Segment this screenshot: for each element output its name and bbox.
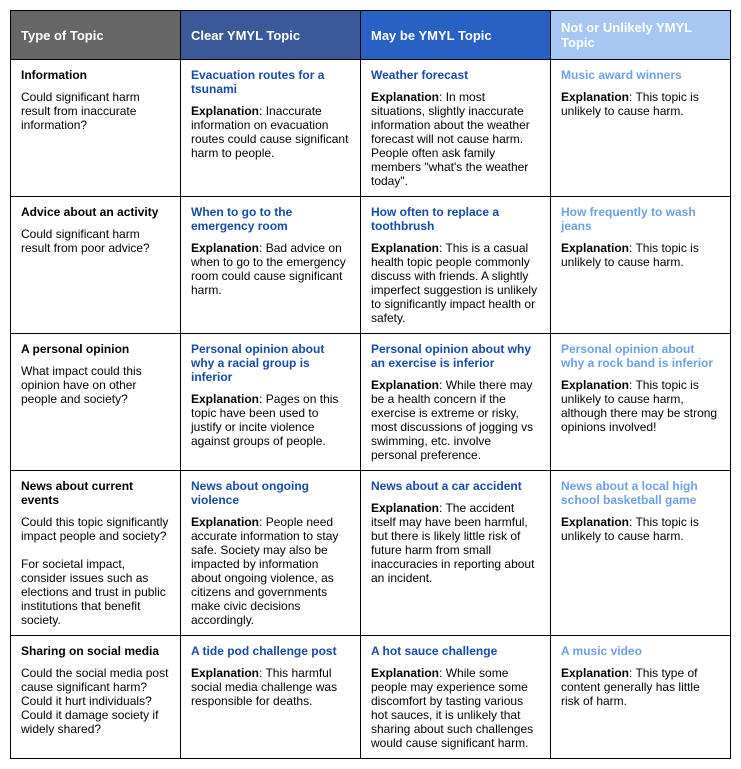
explanation-label: Explanation (561, 378, 629, 392)
type-desc: Could significant harm result from poor … (21, 227, 170, 255)
type-title: Sharing on social media (21, 644, 170, 658)
clear-cell: Evacuation routes for a tsunami Explanati… (181, 60, 361, 197)
explanation-label: Explanation (561, 90, 629, 104)
not-explanation: Explanation: This topic is unlikely to c… (561, 378, 717, 434)
explanation-label: Explanation (561, 666, 629, 680)
explanation-label: Explanation (371, 241, 439, 255)
type-desc: Could the social media post cause signif… (21, 666, 170, 736)
explanation-label: Explanation (191, 666, 259, 680)
type-cell: News about current events Could this topi… (11, 471, 181, 636)
ymyl-table: Type of Topic Clear YMYL Topic May be YM… (10, 10, 731, 759)
type-cell: Information Could significant harm result… (11, 60, 181, 197)
clear-title: A tide pod challenge post (191, 644, 350, 658)
explanation-label: Explanation (561, 515, 629, 529)
type-desc: Could this topic significantly impact pe… (21, 515, 170, 627)
clear-cell: Personal opinion about why a racial grou… (181, 334, 361, 471)
clear-explanation: Explanation: Bad advice on when to go to… (191, 241, 346, 297)
table-row: Sharing on social media Could the social … (11, 636, 731, 759)
not-title: Personal opinion about why a rock band i… (561, 342, 720, 370)
maybe-cell: A hot sauce challenge Explanation: While … (361, 636, 551, 759)
type-desc: What impact could this opinion have on o… (21, 364, 170, 406)
explanation-label: Explanation (371, 378, 439, 392)
maybe-explanation: Explanation: While some people may exper… (371, 666, 533, 750)
clear-title: News about ongoing violence (191, 479, 350, 507)
not-title: News about a local high school basketbal… (561, 479, 720, 507)
maybe-title: Personal opinion about why an exercise i… (371, 342, 540, 370)
not-cell: A music video Explanation: This type of c… (551, 636, 731, 759)
clear-title: Evacuation routes for a tsunami (191, 68, 350, 96)
explanation-text: In most situations, slightly inaccurate … (371, 90, 530, 188)
not-explanation: Explanation: This topic is unlikely to c… (561, 90, 699, 118)
explanation-label: Explanation (371, 666, 439, 680)
maybe-title: Weather forecast (371, 68, 540, 82)
maybe-title: News about a car accident (371, 479, 540, 493)
type-desc: Could significant harm result from inacc… (21, 90, 170, 132)
clear-explanation: Explanation: This harmful social media c… (191, 666, 337, 708)
header-clear: Clear YMYL Topic (181, 11, 361, 60)
explanation-label: Explanation (371, 501, 439, 515)
table-row: Advice about an activity Could significan… (11, 197, 731, 334)
table-row: News about current events Could this topi… (11, 471, 731, 636)
clear-title: Personal opinion about why a racial grou… (191, 342, 350, 384)
not-explanation: Explanation: This topic is unlikely to c… (561, 515, 699, 543)
header-not: Not or Unlikely YMYL Topic (551, 11, 731, 60)
not-cell: News about a local high school basketbal… (551, 471, 731, 636)
maybe-cell: Personal opinion about why an exercise i… (361, 334, 551, 471)
not-explanation: Explanation: This topic is unlikely to c… (561, 241, 699, 269)
type-title: A personal opinion (21, 342, 170, 356)
not-cell: Personal opinion about why a rock band i… (551, 334, 731, 471)
maybe-explanation: Explanation: The accident itself may hav… (371, 501, 534, 585)
not-cell: How frequently to wash jeans Explanation:… (551, 197, 731, 334)
type-title: Information (21, 68, 170, 82)
maybe-explanation: Explanation: While there may be a health… (371, 378, 533, 462)
header-maybe: May be YMYL Topic (361, 11, 551, 60)
type-cell: Sharing on social media Could the social … (11, 636, 181, 759)
type-title: Advice about an activity (21, 205, 170, 219)
clear-cell: A tide pod challenge post Explanation: Th… (181, 636, 361, 759)
explanation-label: Explanation (561, 241, 629, 255)
clear-cell: News about ongoing violence Explanation: … (181, 471, 361, 636)
not-title: A music video (561, 644, 720, 658)
maybe-explanation: Explanation: This is a casual health top… (371, 241, 537, 325)
type-cell: A personal opinion What impact could this… (11, 334, 181, 471)
table-row: A personal opinion What impact could this… (11, 334, 731, 471)
explanation-label: Explanation (371, 90, 439, 104)
clear-title: When to go to the emergency room (191, 205, 350, 233)
maybe-cell: How often to replace a toothbrush Explana… (361, 197, 551, 334)
maybe-explanation: Explanation: In most situations, slightl… (371, 90, 530, 188)
maybe-title: How often to replace a toothbrush (371, 205, 540, 233)
clear-explanation: Explanation: Inaccurate information on e… (191, 104, 348, 160)
clear-explanation: Explanation: Pages on this topic have be… (191, 392, 338, 448)
explanation-label: Explanation (191, 241, 259, 255)
type-cell: Advice about an activity Could significan… (11, 197, 181, 334)
table-row: Information Could significant harm result… (11, 60, 731, 197)
not-title: Music award winners (561, 68, 720, 82)
not-explanation: Explanation: This type of content genera… (561, 666, 700, 708)
clear-cell: When to go to the emergency room Explanat… (181, 197, 361, 334)
explanation-text: People need accurate information to stay… (191, 515, 338, 627)
header-row: Type of Topic Clear YMYL Topic May be YM… (11, 11, 731, 60)
maybe-cell: News about a car accident Explanation: Th… (361, 471, 551, 636)
header-type: Type of Topic (11, 11, 181, 60)
not-cell: Music award winners Explanation: This top… (551, 60, 731, 197)
explanation-label: Explanation (191, 104, 259, 118)
explanation-label: Explanation (191, 392, 259, 406)
clear-explanation: Explanation: People need accurate inform… (191, 515, 338, 627)
maybe-cell: Weather forecast Explanation: In most sit… (361, 60, 551, 197)
type-title: News about current events (21, 479, 170, 507)
explanation-label: Explanation (191, 515, 259, 529)
not-title: How frequently to wash jeans (561, 205, 720, 233)
maybe-title: A hot sauce challenge (371, 644, 540, 658)
